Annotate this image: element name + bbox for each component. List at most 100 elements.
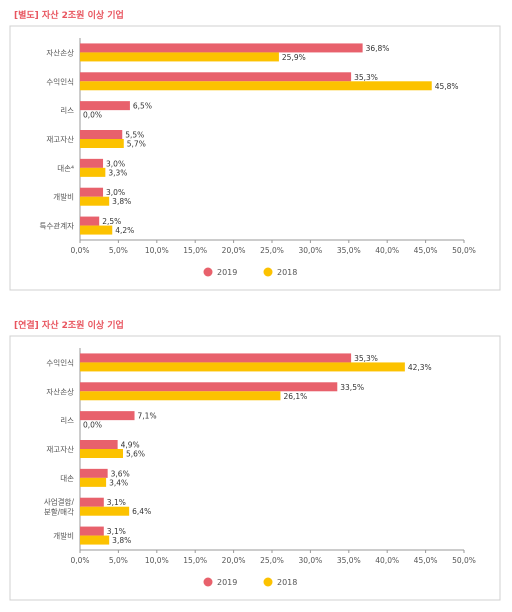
data-label-2018: 0,0%: [83, 421, 102, 430]
bar-2018: [80, 506, 130, 516]
category-label: 수익인식: [46, 76, 74, 86]
data-label-2018: 45,8%: [435, 82, 459, 91]
bar-2019: [80, 72, 352, 82]
data-label-2019: 35,3%: [354, 354, 378, 363]
data-label-2019: 35,3%: [354, 73, 378, 82]
x-tick-label: 20,0%: [222, 556, 246, 565]
bar-2018: [80, 535, 110, 545]
data-label-2018: 5,6%: [126, 450, 145, 459]
bar-2019: [80, 43, 363, 53]
data-label-2018: 6,4%: [132, 507, 151, 516]
data-label-2018: 3,4%: [109, 478, 128, 487]
x-tick-label: 35,0%: [337, 246, 361, 255]
data-label-2019: 3,1%: [107, 527, 126, 536]
data-label-2018: 25,9%: [282, 53, 306, 62]
bar-2018: [80, 52, 279, 62]
category-label: 리스: [60, 416, 74, 425]
bar-2018: [80, 196, 110, 206]
bar-2018: [80, 81, 432, 91]
data-label-2019: 7,1%: [138, 412, 157, 421]
x-tick-label: 15,0%: [183, 556, 207, 565]
data-label-2019: 3,1%: [107, 498, 126, 507]
x-tick-label: 45,0%: [414, 246, 438, 255]
data-label-2019: 33,5%: [340, 383, 364, 392]
x-tick-label: 40,0%: [375, 556, 399, 565]
x-tick-label: 0,0%: [70, 246, 89, 255]
category-label: 자산손상: [46, 47, 74, 57]
legend-marker-2019: [203, 267, 213, 277]
chart-frame: [9, 25, 501, 291]
legend-label-2019: 2019: [217, 578, 237, 587]
legend-marker-2018: [263, 267, 273, 277]
bar-2019: [80, 468, 108, 478]
chart-title-separate: [별도] 자산 2조원 이상 기업: [14, 11, 124, 21]
bar-2018: [80, 167, 106, 177]
x-tick-label: 5,0%: [109, 556, 128, 565]
data-label-2019: 3,6%: [111, 469, 130, 478]
x-tick-label: 50,0%: [452, 556, 476, 565]
data-label-2018: 5,7%: [127, 140, 146, 149]
chart-separate: 0,0% 5,0% 10,0% 15,0% 20,0% 25,0% 30,0% 35,0% 40…: [9, 25, 501, 291]
data-label-2018: 42,3%: [408, 363, 432, 372]
x-tick-label: 30,0%: [298, 556, 322, 565]
category-label: 대손⁴: [57, 164, 74, 173]
x-tick-label: 5,0%: [109, 246, 128, 255]
data-label-2018: 3,8%: [112, 536, 131, 545]
data-label-2018: 3,3%: [108, 168, 127, 177]
legend-marker-2019: [203, 577, 213, 587]
bar-2019: [80, 353, 352, 363]
bar-2019: [80, 497, 104, 507]
bar-2019: [80, 526, 104, 536]
x-tick-label: 10,0%: [145, 556, 169, 565]
bar-2018: [80, 225, 113, 235]
chart-frame: [9, 335, 501, 601]
bar-2018: [80, 449, 124, 458]
x-tick-label: 50,0%: [452, 246, 476, 255]
data-label-2018: 0,0%: [83, 111, 102, 120]
x-tick-label: 45,0%: [414, 556, 438, 565]
category-label: 개발비: [53, 531, 74, 541]
category-label: 개발비: [53, 192, 74, 202]
legend-label-2018: 2018: [277, 268, 297, 277]
x-tick-label: 35,0%: [337, 556, 361, 565]
chart-title-consolidated: [연결] 자산 2조원 이상 기업: [14, 321, 124, 331]
x-tick-label: 15,0%: [183, 246, 207, 255]
legend-label-2018: 2018: [277, 578, 297, 587]
data-label-2019: 4,9%: [121, 441, 140, 450]
category-label: 재고자산: [46, 444, 74, 454]
category-label: 대손: [60, 474, 74, 483]
category-label: 리스: [60, 106, 74, 115]
bar-2018: [80, 139, 124, 148]
data-label-2019: 6,5%: [133, 102, 152, 111]
bar-2019: [80, 440, 118, 449]
legend-label-2019: 2019: [217, 268, 237, 277]
category-label: 사업결합/: [44, 497, 75, 507]
x-tick-label: 40,0%: [375, 246, 399, 255]
bar-2019: [80, 187, 104, 197]
category-label: 특수관계자: [40, 221, 75, 231]
x-tick-label: 25,0%: [260, 246, 284, 255]
data-label-2019: 36,8%: [366, 44, 390, 53]
x-tick-label: 0,0%: [70, 556, 89, 565]
chart-consolidated: 0,0% 5,0% 10,0% 15,0% 20,0% 25,0% 30,0% 35,0% 40…: [9, 335, 501, 601]
x-tick-label: 10,0%: [145, 246, 169, 255]
category-label: 수익인식: [46, 357, 74, 367]
category-label: 재고자산: [46, 134, 74, 144]
bar-2019: [80, 216, 100, 226]
data-label-2019: 2,5%: [102, 217, 121, 226]
bar-2019: [80, 130, 123, 139]
category-label: 자산손상: [46, 386, 74, 396]
bar-2018: [80, 477, 107, 487]
data-label-2019: 3,0%: [106, 188, 125, 197]
bar-2019: [80, 101, 130, 111]
data-label-2018: 3,8%: [112, 197, 131, 206]
bar-2019: [80, 411, 135, 421]
category-label: 분할/매각: [44, 507, 74, 517]
data-label-2018: 4,2%: [115, 226, 134, 235]
bar-2018: [80, 362, 405, 372]
x-tick-label: 30,0%: [298, 246, 322, 255]
data-label-2019: 3,0%: [106, 159, 125, 168]
x-tick-label: 20,0%: [222, 246, 246, 255]
legend-marker-2018: [263, 577, 273, 587]
bar-2018: [80, 391, 281, 401]
